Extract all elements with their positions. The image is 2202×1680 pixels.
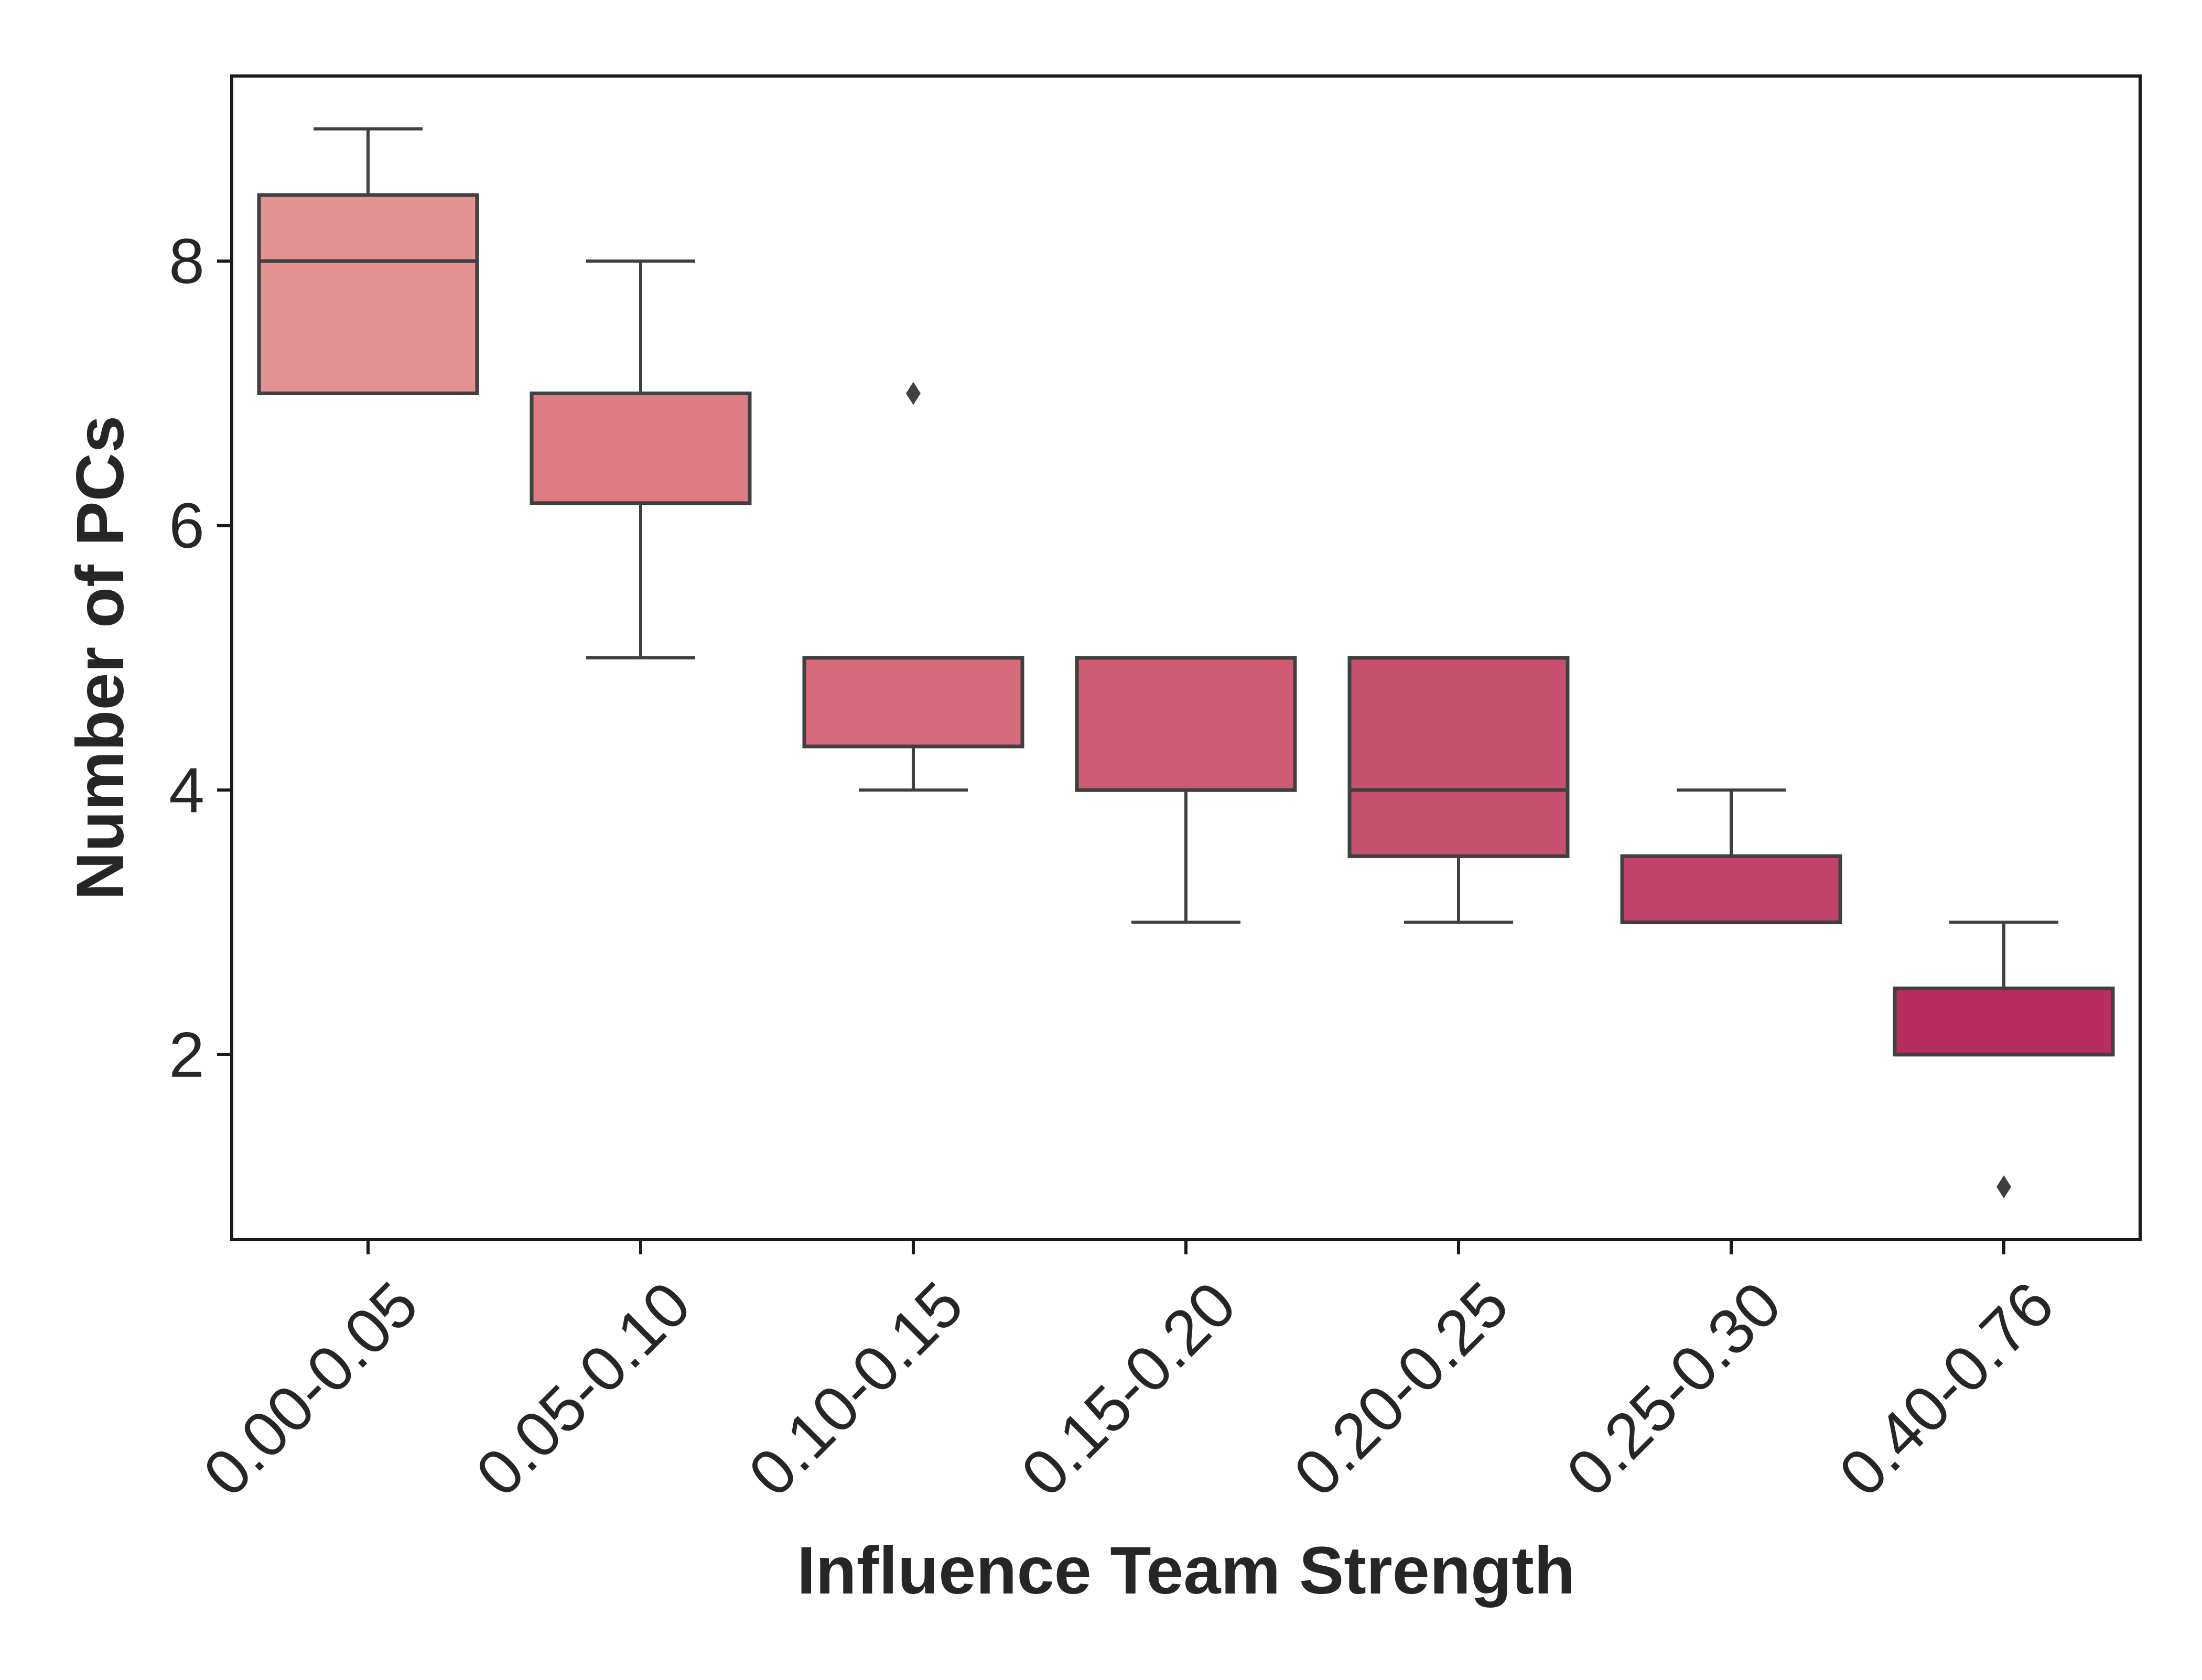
x-tick-label: 0.10-0.15	[735, 1268, 977, 1510]
x-tick-label: 0.40-0.76	[1826, 1268, 2067, 1510]
box-iqr	[1347, 656, 1570, 858]
x-tick-label: 0.05-0.10	[462, 1268, 704, 1510]
box-group-0.05-0.10	[530, 259, 752, 659]
outlier-point	[906, 382, 921, 405]
x-axis: 0.00-0.05 0.05-0.10 0.10-0.15 0.15-0.20 0.20…	[190, 1240, 2067, 1510]
box-group-0.25-0.30	[1620, 788, 1842, 925]
y-axis-title: Number of PCs	[63, 416, 138, 901]
box-iqr	[1893, 987, 2115, 1057]
y-tick-label: 2	[169, 1019, 204, 1090]
box-iqr	[802, 656, 1024, 749]
y-axis: 2 4 6 8	[169, 225, 232, 1090]
y-tick-label: 4	[169, 754, 204, 826]
y-tick-label: 6	[169, 490, 204, 561]
x-axis-title: Influence Team Strength	[797, 1533, 1575, 1608]
x-tick-label: 0.15-0.20	[1008, 1268, 1249, 1510]
box-iqr	[1620, 854, 1842, 925]
box-group-0.20-0.25	[1347, 656, 1570, 924]
box-iqr	[530, 391, 752, 505]
y-tick-label: 8	[169, 225, 204, 297]
box-iqr	[257, 193, 479, 395]
box-iqr	[1075, 656, 1297, 792]
box-group-0.00-0.05	[257, 127, 479, 395]
x-tick-label: 0.00-0.05	[190, 1268, 431, 1510]
boxes-layer	[257, 127, 2115, 1199]
x-tick-label: 0.20-0.25	[1280, 1268, 1522, 1510]
x-tick-label: 0.25-0.30	[1553, 1268, 1795, 1510]
box-group-0.10-0.15	[802, 382, 1024, 792]
outlier-point	[1996, 1175, 2011, 1199]
box-group-0.15-0.20	[1075, 656, 1297, 924]
box-group-0.40-0.76	[1893, 920, 2115, 1199]
